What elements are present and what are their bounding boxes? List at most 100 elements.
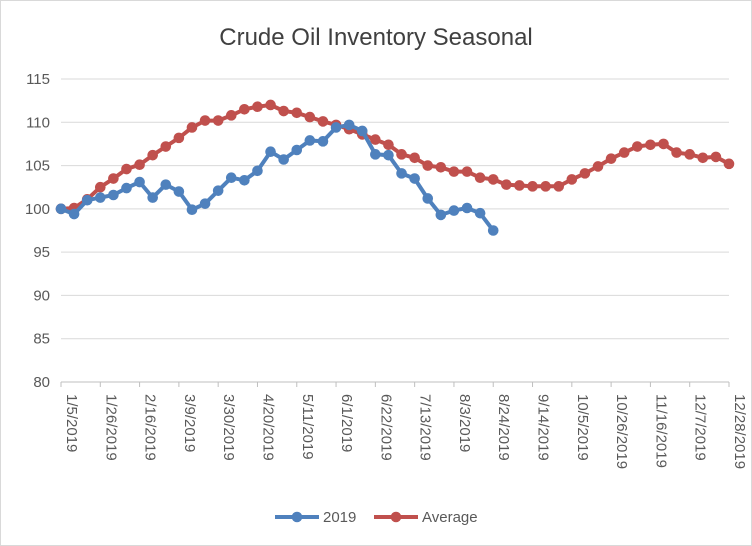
x-tick-label: 1/5/2019 <box>63 394 80 452</box>
data-point <box>304 135 316 146</box>
data-point <box>579 168 591 179</box>
data-point <box>186 122 198 133</box>
y-tick-label: 110 <box>26 114 50 131</box>
data-point <box>94 192 106 203</box>
data-point <box>605 153 617 164</box>
x-tick-label: 4/20/2019 <box>259 394 276 461</box>
y-tick-label: 115 <box>26 71 50 88</box>
axes: 80 85 90 95 100 105 110 115 1/5/2019 1/26/2019 2/1… <box>25 71 748 469</box>
data-point <box>173 132 185 144</box>
data-point <box>409 173 420 184</box>
legend-marker <box>390 511 402 523</box>
legend: 2019 Average <box>275 509 478 526</box>
data-point <box>658 138 669 150</box>
series-line <box>59 122 496 233</box>
x-tick-label: 12/7/2019 <box>692 394 709 461</box>
legend-marker <box>291 511 303 523</box>
data-point <box>671 147 682 158</box>
x-tick-label: 3/30/2019 <box>220 394 237 461</box>
legend-label: Average <box>422 509 478 526</box>
data-point <box>461 166 473 177</box>
data-point <box>304 111 316 123</box>
data-point <box>278 105 289 117</box>
data-point <box>121 163 132 175</box>
x-tick-label: 7/13/2019 <box>417 394 434 461</box>
data-point <box>723 158 735 170</box>
x-tick-label: 3/9/2019 <box>181 394 198 452</box>
data-point <box>186 204 198 216</box>
data-point <box>265 99 276 111</box>
x-tick-label: 10/26/2019 <box>613 394 630 469</box>
data-point <box>448 205 460 216</box>
x-tick-label: 2/16/2019 <box>142 394 159 461</box>
x-tick-label: 8/24/2019 <box>495 394 512 461</box>
x-tick-label: 6/22/2019 <box>377 394 394 461</box>
legend-label: 2019 <box>323 509 356 526</box>
data-point <box>474 172 486 183</box>
data-point <box>396 149 407 160</box>
series-2019 <box>55 119 499 236</box>
y-tick-label: 80 <box>33 374 50 391</box>
data-point <box>160 141 172 152</box>
data-point <box>239 174 250 186</box>
data-point <box>697 152 709 164</box>
data-point <box>592 161 604 172</box>
x-tick-label: 11/16/2019 <box>652 394 669 468</box>
data-point <box>461 202 473 214</box>
data-point <box>278 154 289 165</box>
data-point <box>147 192 158 203</box>
data-point <box>134 159 145 171</box>
data-point <box>225 110 237 121</box>
x-tick-label: 9/14/2019 <box>535 394 552 461</box>
data-point <box>684 149 696 160</box>
data-point <box>632 141 643 152</box>
data-point <box>121 182 132 194</box>
data-point <box>199 115 211 126</box>
data-point <box>474 207 486 219</box>
data-point <box>435 209 447 221</box>
x-tick-label: 5/11/2019 <box>299 394 316 460</box>
series-line <box>59 103 731 211</box>
data-point <box>409 152 420 164</box>
data-point <box>252 101 263 113</box>
y-tick-label: 100 <box>25 201 50 218</box>
data-point <box>225 172 237 183</box>
data-point <box>173 186 185 197</box>
data-point <box>501 179 512 190</box>
x-tick-label: 1/26/2019 <box>102 394 119 461</box>
data-point <box>383 139 394 151</box>
data-point <box>55 203 67 215</box>
y-tick-label: 105 <box>25 158 50 175</box>
data-point <box>370 149 381 160</box>
data-point <box>435 162 447 173</box>
gridlines <box>61 78 729 383</box>
data-point <box>448 166 460 177</box>
data-point <box>514 180 525 191</box>
data-point <box>487 174 499 185</box>
data-point <box>370 134 381 145</box>
data-point <box>265 146 276 158</box>
data-point <box>553 181 565 192</box>
data-point <box>396 168 407 179</box>
data-point <box>317 136 329 147</box>
x-tick-label: 12/28/2019 <box>731 394 748 469</box>
data-point <box>147 149 158 161</box>
data-point <box>81 194 93 206</box>
x-tick-label: 8/3/2019 <box>456 394 473 452</box>
data-point <box>527 181 538 192</box>
series-average <box>55 99 735 215</box>
data-point <box>356 125 368 137</box>
data-point <box>134 176 145 188</box>
data-point <box>291 107 303 119</box>
data-point <box>212 115 224 126</box>
data-point <box>487 225 499 236</box>
data-point <box>199 198 211 209</box>
y-tick-label: 85 <box>33 331 50 348</box>
data-point <box>68 208 80 220</box>
data-point <box>212 185 224 196</box>
data-point <box>108 173 119 184</box>
data-point <box>160 179 172 190</box>
data-point <box>239 104 250 115</box>
data-point <box>422 193 434 204</box>
